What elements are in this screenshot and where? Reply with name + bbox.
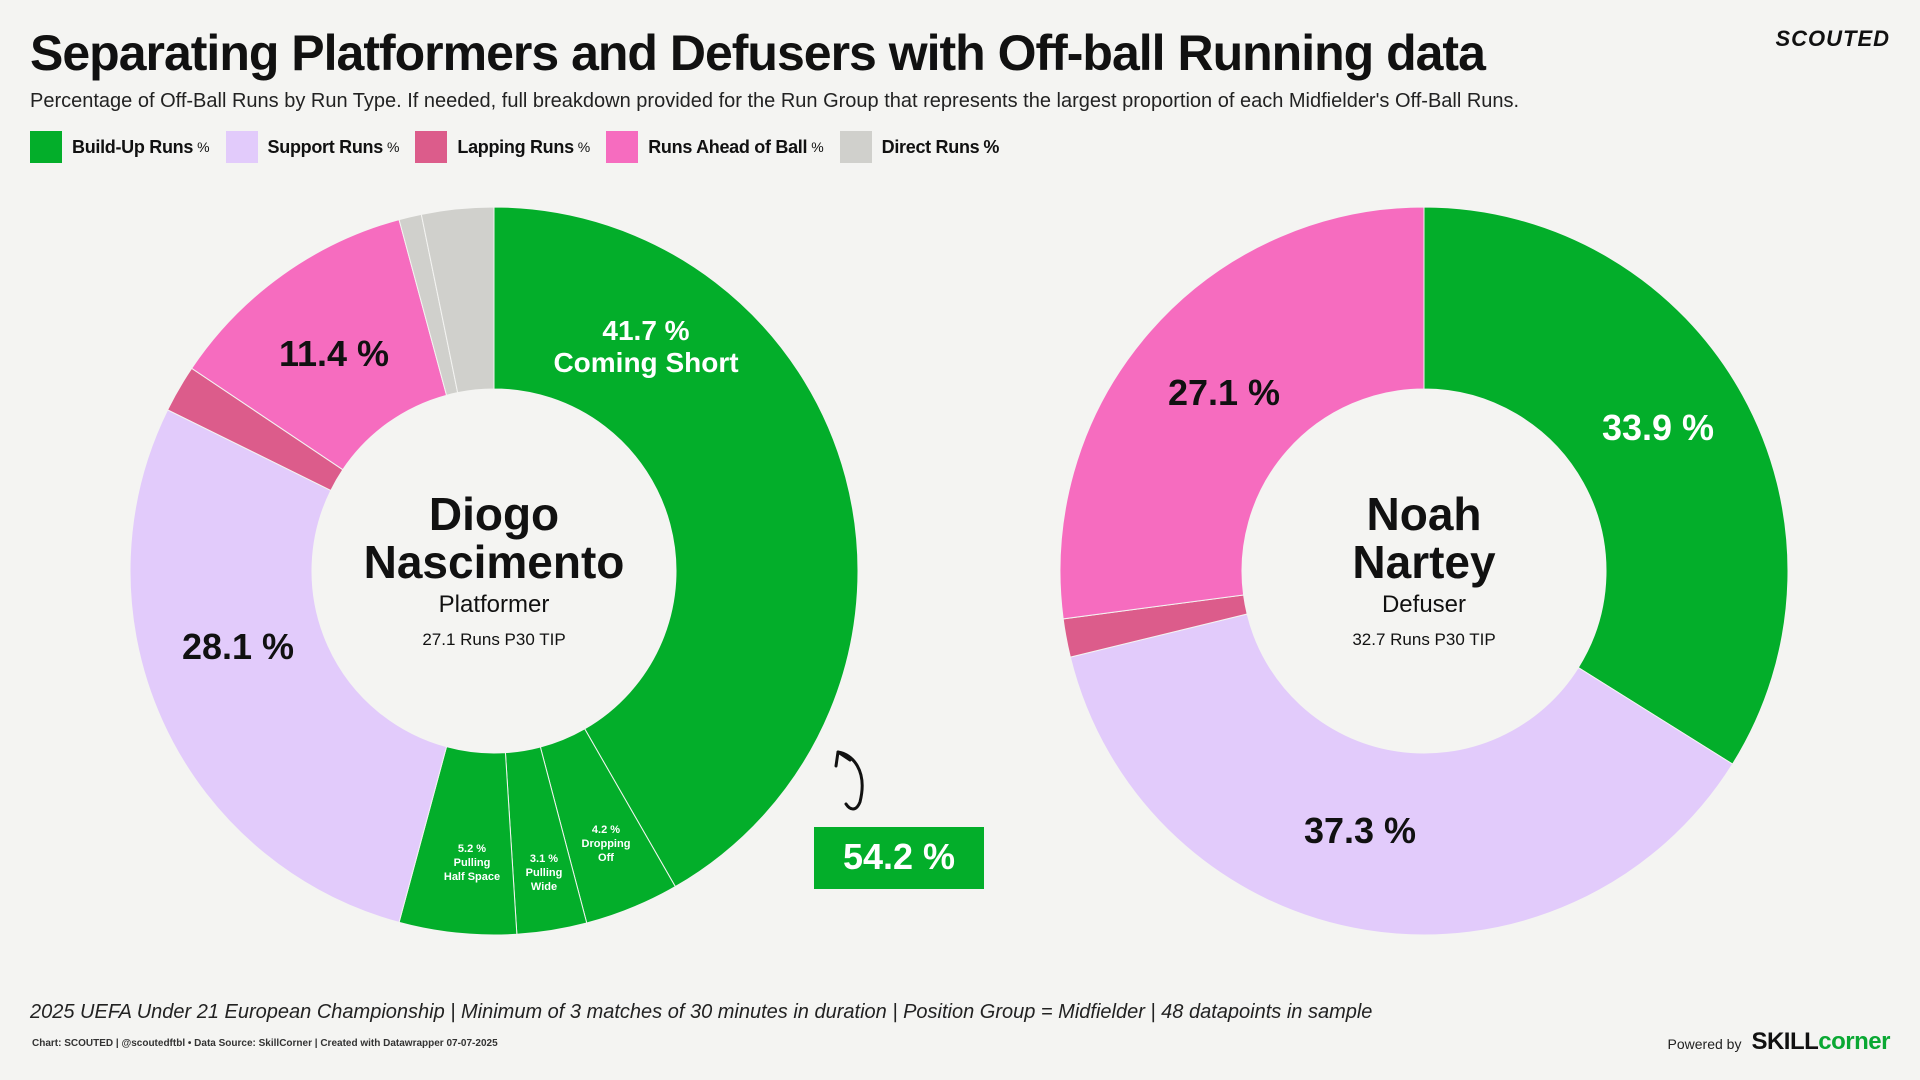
slice-label-coming-short-name: Coming Short [553,347,738,378]
legend-item-lapping: Lapping Runs % [415,131,590,163]
legend-item-build-up: Build-Up Runs % [30,131,210,163]
donut-slice-runs-ahead-of-ball [1059,206,1425,620]
donut-slice-build-up-runs [1423,206,1789,765]
build-up-total-box [814,827,984,889]
slice-label-dropping-off-value: 4.2 % [592,824,620,836]
slice-label-pulling-wide-name-1: Pulling [526,867,563,879]
slice-label-support: 37.3 % [1304,810,1416,851]
credits: Chart: SCOUTED | @scoutedftbl • Data Sou… [32,1038,498,1049]
legend-unit: % [197,139,210,155]
slice-label-runs-ahead: 11.4 % [279,333,389,374]
player-first-name: Noah [1367,488,1482,540]
player-runs: 32.7 Runs P30 TIP [1352,630,1495,649]
donut-slice-support-runs [129,409,448,924]
legend-label: Runs Ahead of Ball [648,136,808,157]
legend-unit: % [811,139,824,155]
slice-label-runs-ahead: 27.1 % [1168,372,1280,413]
build-up-total-label: 54.2 % [843,836,955,877]
donut-chart-right [1059,206,1789,936]
legend-swatch [30,131,62,163]
scouted-logo: SCOUTED [1775,26,1890,51]
legend-label: Direct Runs [881,136,980,157]
player-last-name: Nartey [1352,536,1496,588]
powered-by: Powered by SKILL corner [1667,1028,1891,1056]
chart-subtitle: Percentage of Off-Ball Runs by Run Type.… [30,90,1520,112]
legend-swatch [839,131,872,163]
legend-unit: % [386,139,400,155]
skillcorner-logo-part1: SKILL [1751,1028,1819,1055]
slice-label-build-up: 33.9 % [1602,407,1714,448]
powered-by-label: Powered by [1667,1036,1742,1052]
slice-label-pulling-half-space-name-1: Pulling [454,857,491,869]
slice-label-dropping-off-name-2: Off [598,852,614,864]
legend-label: Lapping Runs [457,136,574,157]
player-runs: 27.1 Runs P30 TIP [422,630,565,649]
legend-swatch [225,131,258,163]
skillcorner-logo-part2: corner [1818,1028,1890,1055]
slice-label-pulling-half-space-name-2: Half Space [444,871,500,883]
donut-slice-coming-short [493,206,859,888]
legend: Build-Up Runs % Support Runs % Lapping R… [30,131,1015,163]
arrow-head-icon [834,750,852,768]
slice-label-coming-short-value: 41.7 % [602,315,689,346]
footnote: 2025 UEFA Under 21 European Championship… [30,1001,1373,1023]
legend-label: Build-Up Runs [72,136,194,157]
donut-slice-runs-ahead-of-ball [190,218,448,471]
slice-label-pulling-wide-name-2: Wide [531,881,557,893]
player-role: Defuser [1382,591,1466,618]
donut-chart-left [129,206,859,936]
legend-unit: % [983,136,1000,157]
player-first-name: Diogo [429,488,559,540]
player-last-name: Nascimento [364,536,625,588]
slice-label-support: 28.1 % [182,626,294,667]
donut-slice-direct-runs [420,206,495,394]
legend-swatch [415,131,448,163]
legend-item-runs-ahead: Runs Ahead of Ball % [606,131,824,163]
donut-slice-support-runs [1069,613,1734,936]
legend-label: Support Runs [267,136,384,157]
curved-arrow-icon [836,750,864,811]
slice-label-pulling-wide-value: 3.1 % [530,853,558,865]
legend-item-direct: Direct Runs % [839,131,1000,163]
legend-item-support: Support Runs % [225,131,400,163]
slice-label-dropping-off-name-1: Dropping [582,838,631,850]
legend-swatch [606,131,639,163]
slice-label-pulling-half-space-value: 5.2 % [458,843,486,855]
chart-title: Separating Platformers and Defusers with… [30,25,1486,81]
legend-unit: % [577,139,591,155]
player-role: Platformer [439,591,550,618]
